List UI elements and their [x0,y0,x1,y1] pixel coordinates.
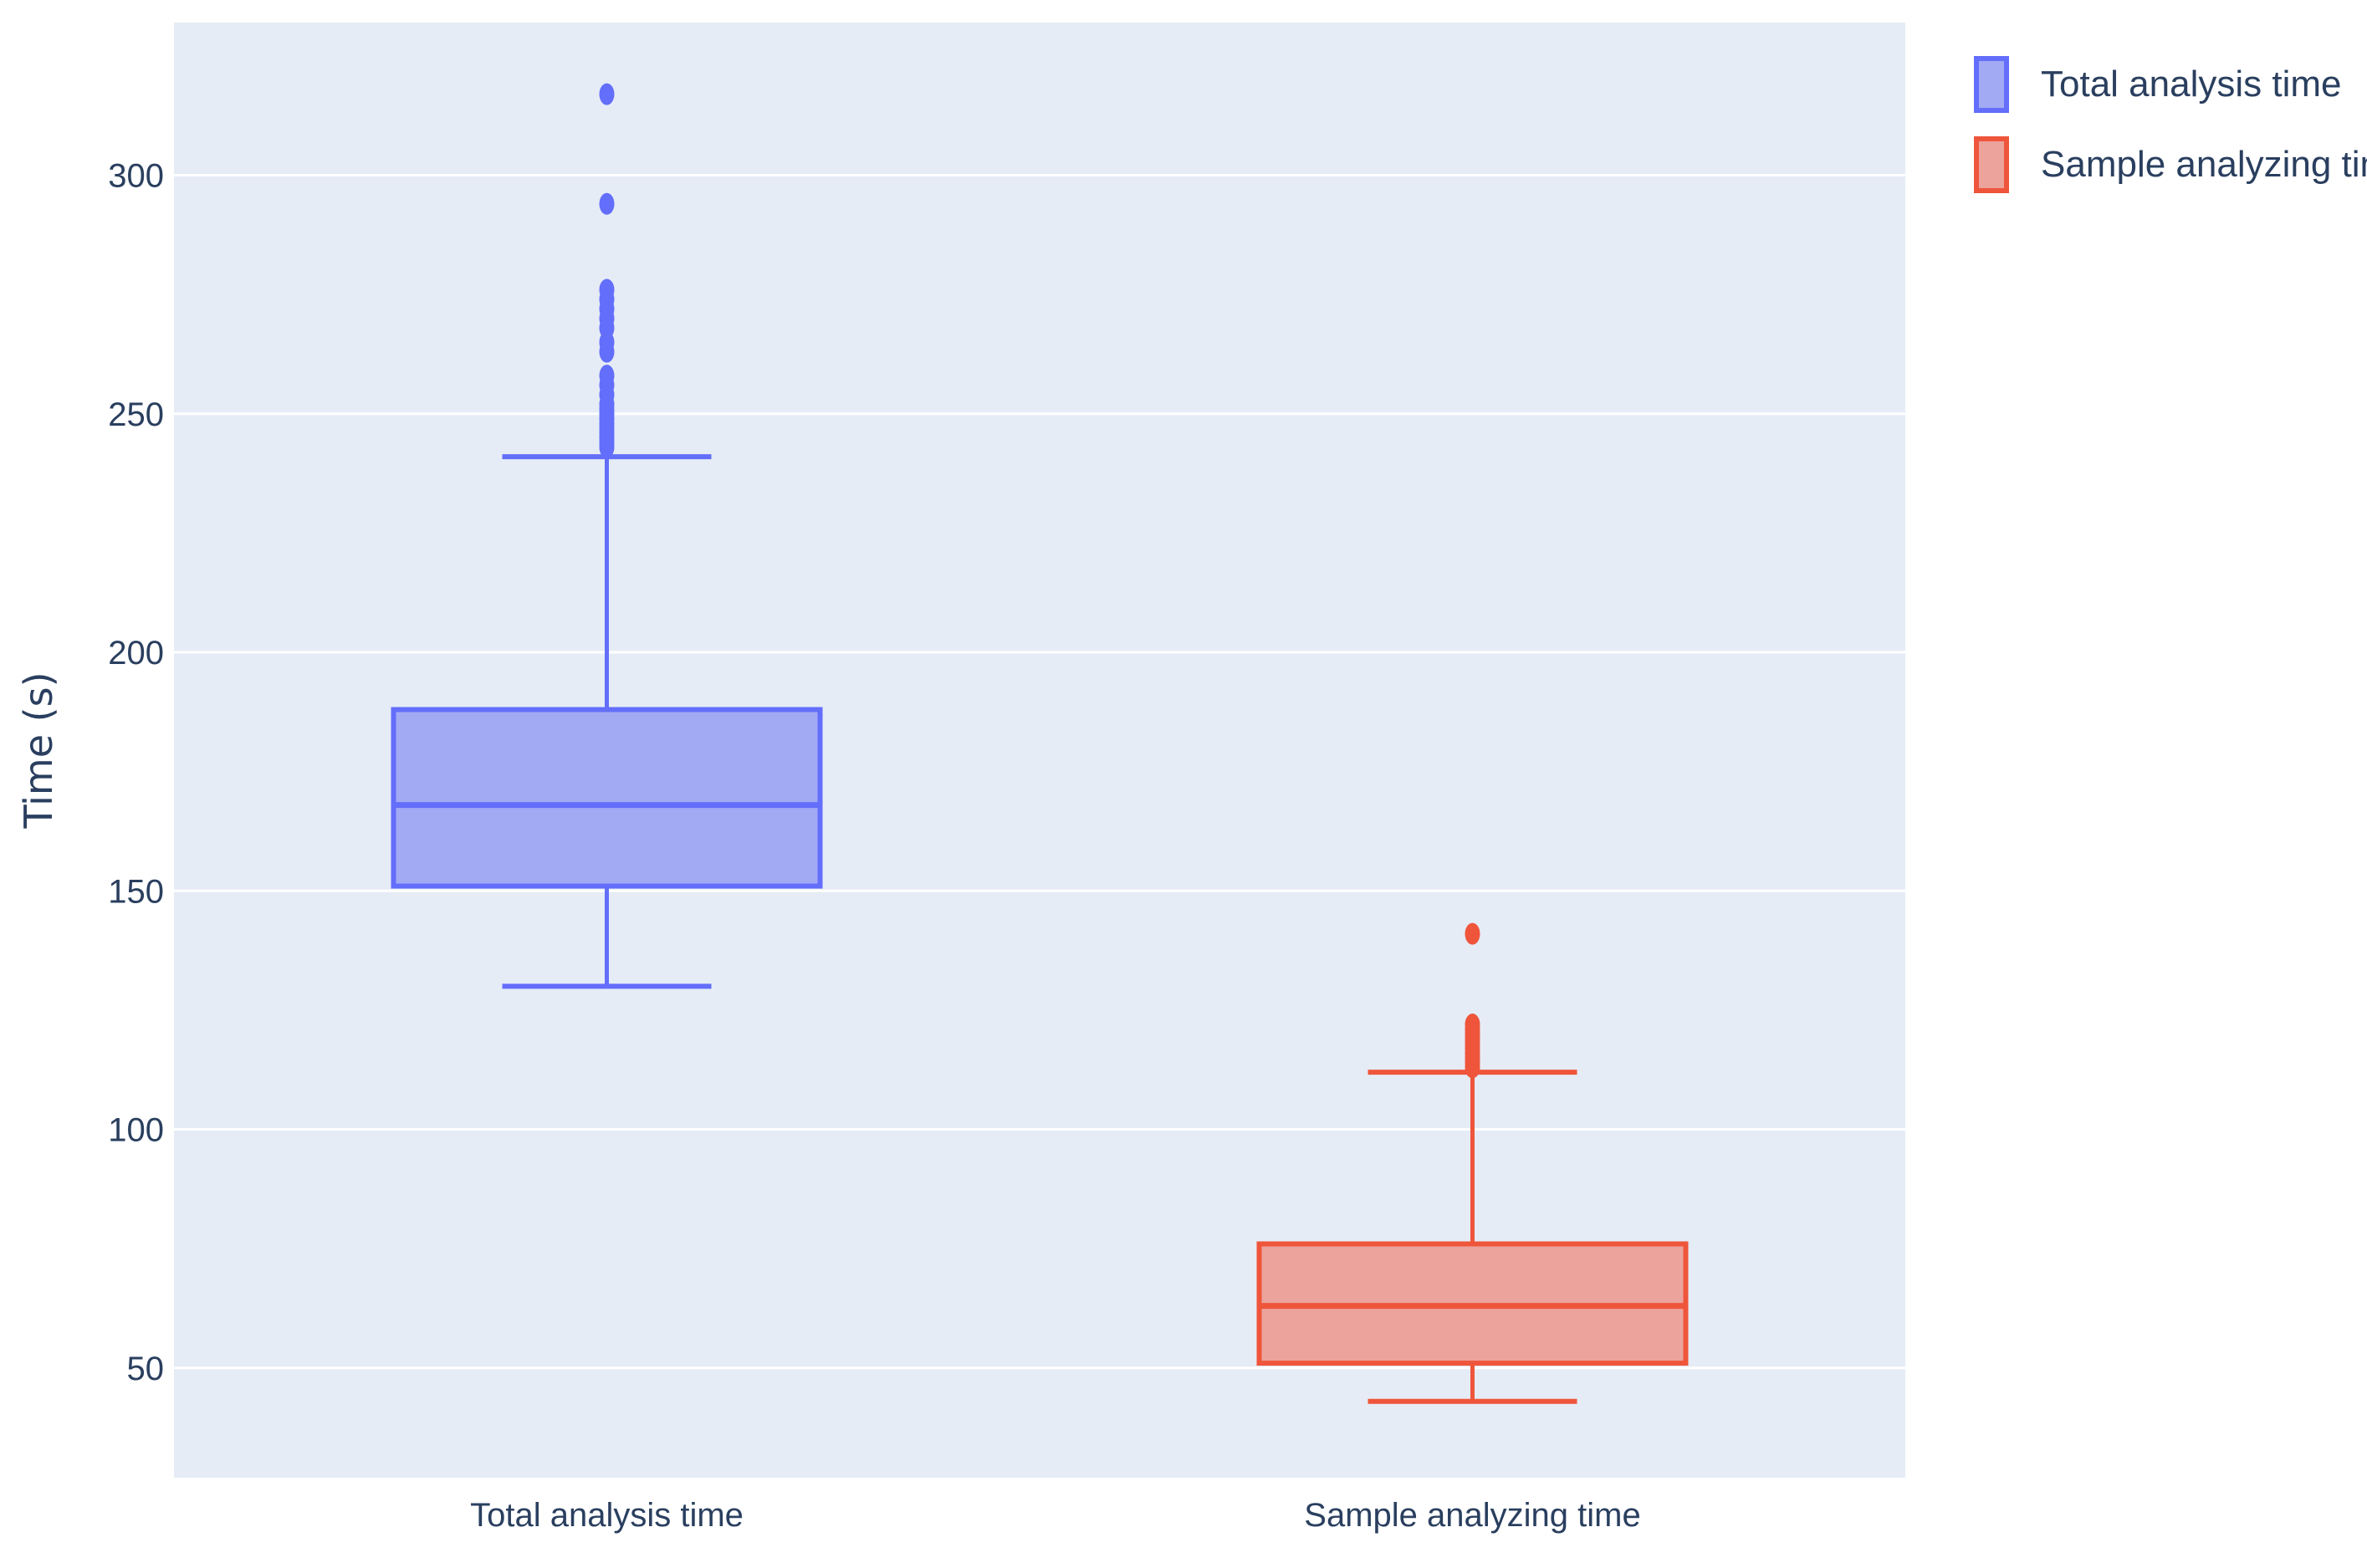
x-tick-label: Sample analyzing time [1304,1497,1640,1534]
y-tick-label: 100 [108,1112,164,1149]
box-series [391,83,1689,1404]
y-tick-label: 300 [108,158,164,195]
box-total-analysis-time [391,83,823,989]
legend-swatch [1974,136,2009,193]
y-tick-label: 50 [127,1351,165,1387]
legend: Total analysis time Sample analyzing time [1974,56,2367,193]
outlier-point [599,192,615,215]
y-tick-label: 150 [108,873,164,910]
outlier-point [1465,922,1480,945]
outlier-point [599,278,615,301]
x-tick-label: Total analysis time [470,1497,744,1534]
legend-label: Total analysis time [2041,64,2341,105]
y-tick-label: 250 [108,396,164,433]
iqr-box [391,707,823,889]
outlier-point [1465,1014,1480,1036]
y-tick-label: 200 [108,635,164,672]
outlier-point [599,365,615,387]
legend-swatch [1974,56,2009,113]
box-sample-analyzing-time [1256,922,1689,1404]
legend-item[interactable]: Sample analyzing time [1974,136,2367,193]
gridlines [174,174,1905,1370]
legend-item[interactable]: Total analysis time [1974,56,2341,113]
y-axis-title: Time (s) [16,672,61,829]
legend-label: Sample analyzing time [2041,144,2367,185]
y-tick-labels: 50 100 150 200 250 300 [108,158,164,1387]
outlier-point [599,83,615,105]
x-tick-labels: Total analysis time Sample analyzing time [470,1497,1641,1534]
